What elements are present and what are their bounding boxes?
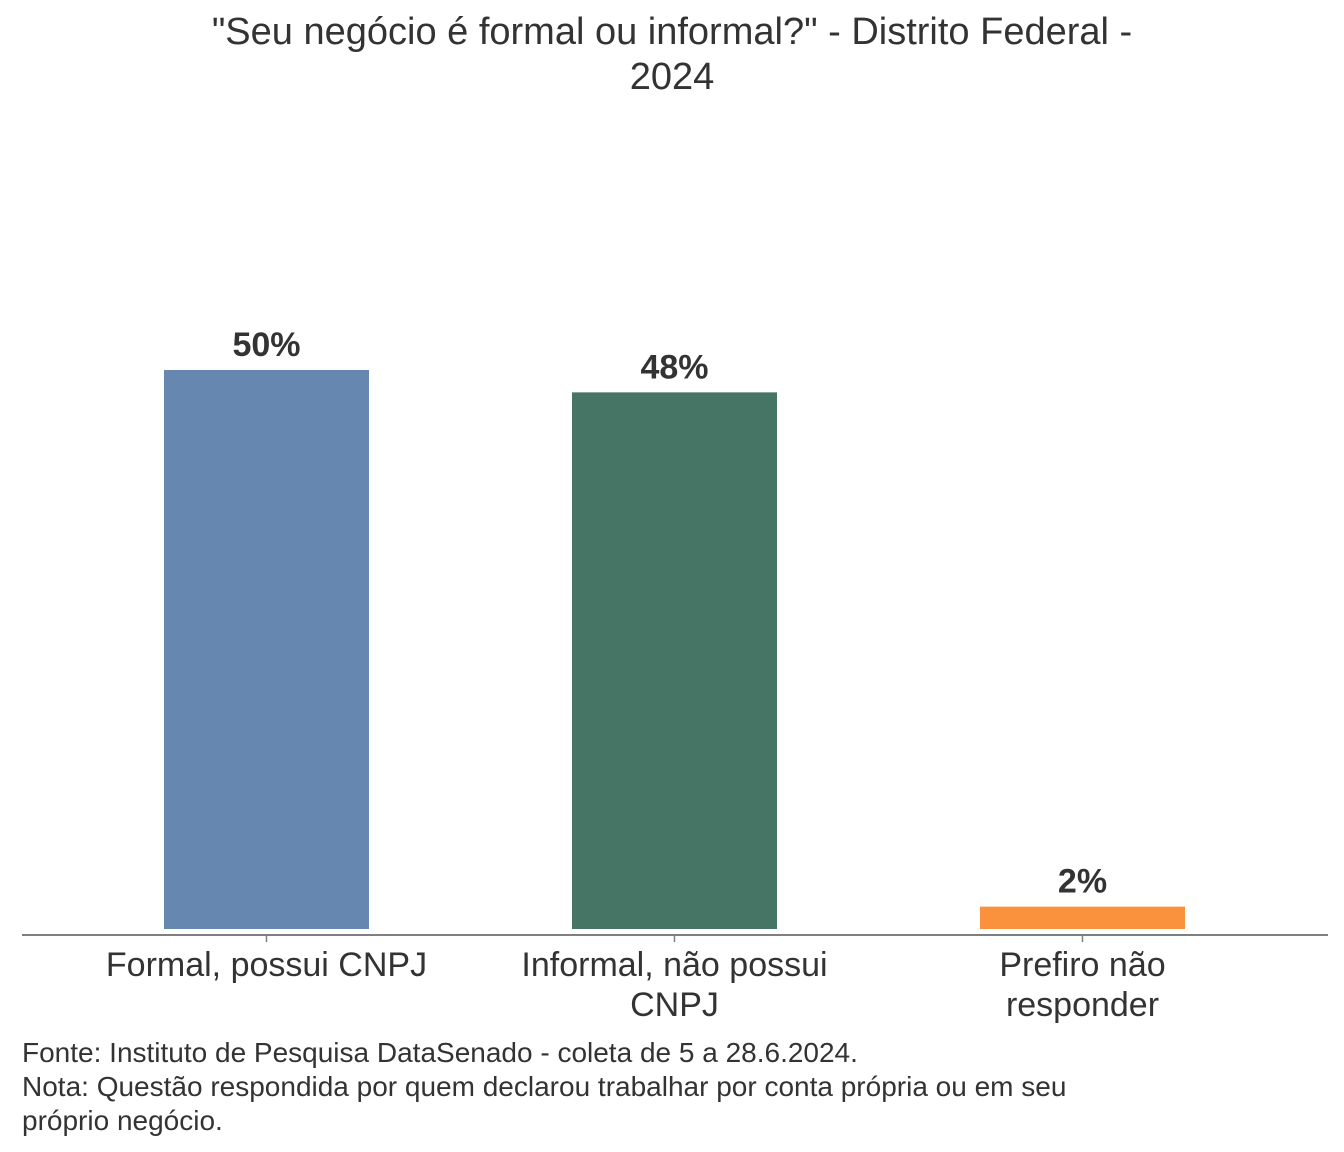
value-label-0: 50% xyxy=(232,326,300,364)
category-label-2-line-0: Prefiro não xyxy=(999,946,1165,984)
value-labels-layer: 50% 48% 2% xyxy=(232,326,1107,901)
value-label-1: 48% xyxy=(640,348,708,386)
bar-1 xyxy=(572,392,777,929)
chart-title-line-2: 2024 xyxy=(629,56,715,98)
category-label-2-line-1: responder xyxy=(1006,986,1159,1024)
category-label-0-line-0: Formal, possui CNPJ xyxy=(106,946,427,984)
bar-0 xyxy=(164,370,369,929)
category-label-1-line-0: Informal, não possui xyxy=(521,946,827,984)
category-label-1-line-1: CNPJ xyxy=(630,986,719,1024)
x-ticks-layer xyxy=(265,935,1084,942)
category-labels-layer: Formal, possui CNPJ Informal, não possuiC… xyxy=(106,946,1166,1024)
value-label-2: 2% xyxy=(1058,863,1107,901)
note-line-1: Nota: Questão respondida por quem declar… xyxy=(22,1071,1067,1102)
chart-title: "Seu negócio é formal ou informal?" - Di… xyxy=(0,10,1344,100)
source-note: Fonte: Instituto de Pesquisa DataSenado … xyxy=(22,1037,858,1068)
note-line-2: próprio negócio. xyxy=(22,1105,223,1136)
chart-footer: Fonte: Instituto de Pesquisa DataSenado … xyxy=(22,1036,1322,1138)
bar-2 xyxy=(980,906,1185,929)
chart-title-line-1: "Seu negócio é formal ou informal?" - Di… xyxy=(211,11,1133,53)
bars-layer xyxy=(164,370,1185,929)
